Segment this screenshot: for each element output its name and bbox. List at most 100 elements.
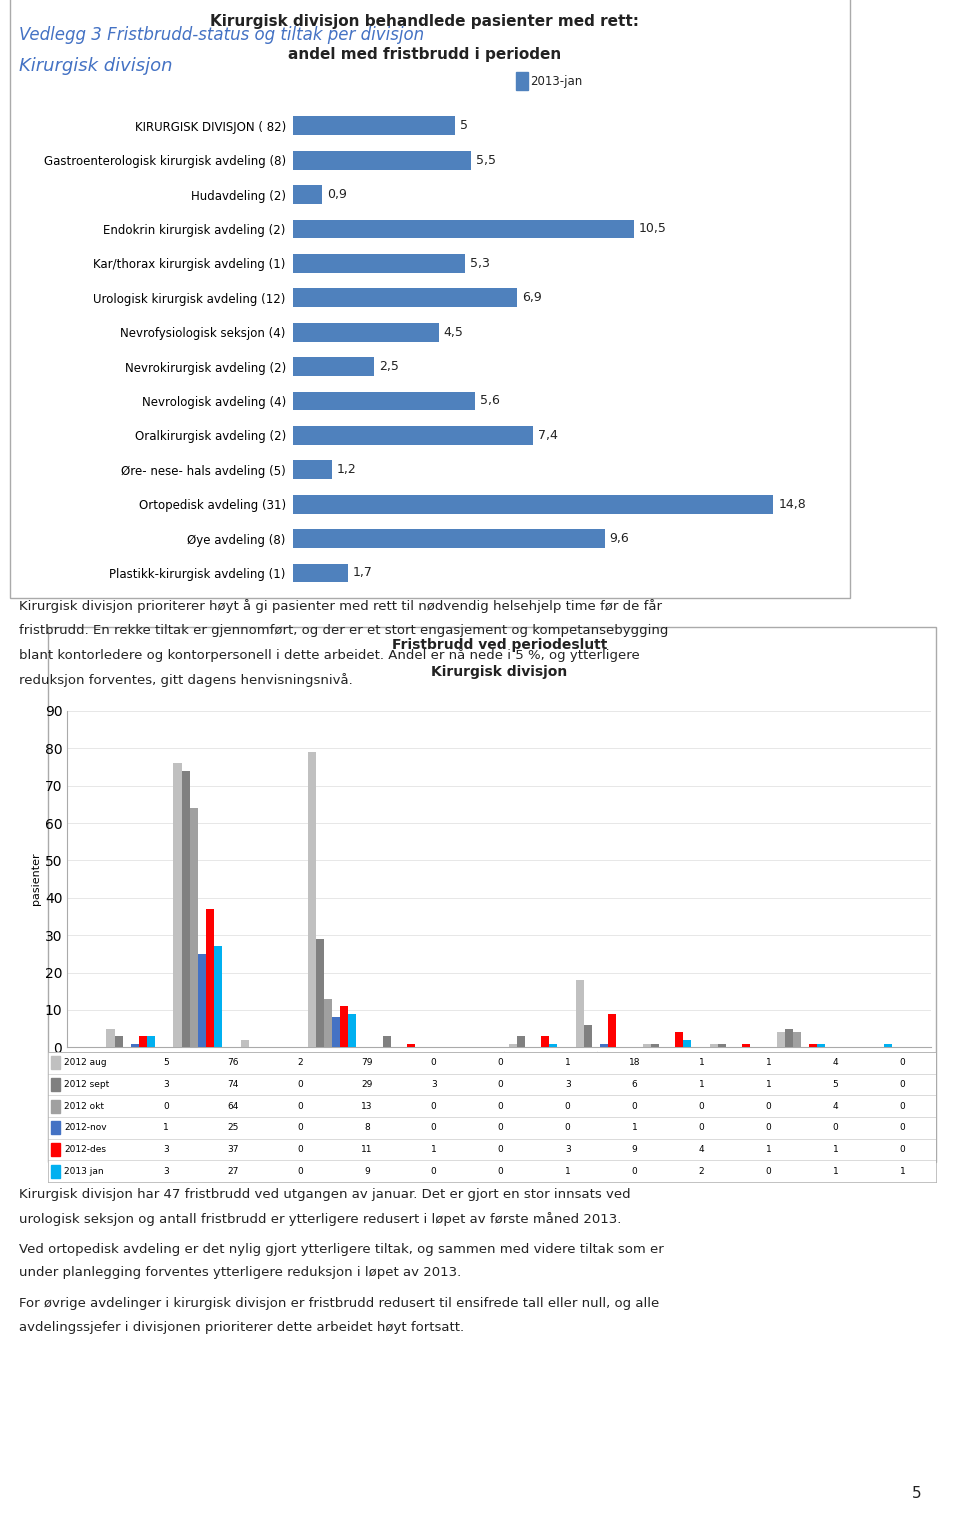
Text: Ved ortopedisk avdeling er det nylig gjort ytterligere tiltak, og sammen med vid: Ved ortopedisk avdeling er det nylig gjo… [19,1243,664,1255]
Bar [407,1044,415,1047]
Bar [540,1037,549,1047]
Text: 0,9: 0,9 [327,188,347,202]
Text: 5: 5 [832,1079,838,1089]
Text: 1: 1 [766,1079,772,1089]
Bar [642,1044,651,1047]
Text: reduksjon forventes, gitt dagens henvisningsnivå.: reduksjon forventes, gitt dagens henvisn… [19,673,353,687]
Text: 0: 0 [431,1101,437,1110]
Bar [114,1037,123,1047]
Text: 2: 2 [699,1167,705,1176]
Text: 0: 0 [900,1145,905,1154]
Bar [608,1014,615,1047]
Text: 5,6: 5,6 [479,394,499,408]
Bar [324,998,331,1047]
Text: 2012-des: 2012-des [64,1145,106,1154]
Bar [316,939,324,1047]
Text: 1: 1 [766,1145,772,1154]
Text: 1: 1 [699,1079,705,1089]
Bar [793,1032,801,1047]
Text: 0: 0 [632,1167,637,1176]
Bar [214,946,222,1047]
Bar [293,151,471,170]
Bar [293,460,332,479]
Bar [600,1044,608,1047]
Text: 0: 0 [564,1101,570,1110]
Bar [205,910,214,1047]
Text: 0: 0 [163,1101,169,1110]
Text: 0: 0 [766,1167,772,1176]
Text: 10,5: 10,5 [638,222,666,235]
Bar [293,116,455,135]
Text: 0: 0 [498,1167,504,1176]
Text: Kirurgisk divisjon: Kirurgisk divisjon [431,665,567,679]
Bar [742,1044,750,1047]
Text: For øvrige avdelinger i kirurgisk divisjon er fristbrudd redusert til ensifrede : For øvrige avdelinger i kirurgisk divisj… [19,1297,660,1310]
Bar [51,1057,60,1069]
Text: 0: 0 [900,1079,905,1089]
Bar [174,763,181,1047]
Text: 0: 0 [498,1101,504,1110]
Text: 64: 64 [228,1101,238,1110]
Bar [147,1037,155,1047]
Text: 2012 aug: 2012 aug [64,1058,107,1067]
Text: Kirurgisk divisjon prioriterer høyt å gi pasienter med rett til nødvendig helseh: Kirurgisk divisjon prioriterer høyt å gi… [19,599,662,613]
Text: andel med fristbrudd i perioden: andel med fristbrudd i perioden [288,47,562,63]
Bar [293,427,533,445]
Text: 18: 18 [629,1058,640,1067]
Text: 3: 3 [163,1079,169,1089]
Bar [584,1024,591,1047]
Text: 0: 0 [498,1079,504,1089]
Bar [509,1044,516,1047]
Bar [293,254,465,272]
Bar [576,980,584,1047]
Text: 0: 0 [832,1124,838,1133]
Y-axis label: pasienter: pasienter [31,853,40,905]
Text: 1: 1 [699,1058,705,1067]
Text: 1: 1 [832,1167,838,1176]
Text: 74: 74 [228,1079,238,1089]
Text: under planlegging forventes ytterligere reduksjon i løpet av 2013.: under planlegging forventes ytterligere … [19,1266,462,1280]
Bar [107,1029,114,1047]
Text: 0: 0 [297,1101,302,1110]
Text: urologisk seksjon og antall fristbrudd er ytterligere redusert i løpet av første: urologisk seksjon og antall fristbrudd e… [19,1211,621,1226]
Text: 13: 13 [361,1101,372,1110]
Text: 0: 0 [498,1058,504,1067]
Text: 0: 0 [766,1124,772,1133]
Bar [131,1044,138,1047]
Bar [198,954,205,1047]
Text: 2012-nov: 2012-nov [64,1124,107,1133]
Text: 1,7: 1,7 [353,566,372,579]
Text: 7,4: 7,4 [538,428,558,442]
Text: 1: 1 [632,1124,637,1133]
Text: 0: 0 [564,1124,570,1133]
Text: 0: 0 [431,1124,437,1133]
Bar [307,752,316,1047]
Text: 5,5: 5,5 [476,153,496,167]
Bar [651,1044,659,1047]
Text: 0: 0 [900,1124,905,1133]
Text: 25: 25 [228,1124,238,1133]
Bar [777,1032,784,1047]
Text: 5,3: 5,3 [469,257,490,271]
Text: Kirurgisk divisjon behandlede pasienter med rett:: Kirurgisk divisjon behandlede pasienter … [210,14,639,29]
Bar [718,1044,726,1047]
Bar [809,1044,817,1047]
Text: 0: 0 [699,1124,705,1133]
Bar [51,1144,60,1156]
Text: 1: 1 [900,1167,905,1176]
Text: 2012 okt: 2012 okt [64,1101,104,1110]
Text: 3: 3 [564,1079,570,1089]
Text: 37: 37 [228,1145,239,1154]
Text: 29: 29 [361,1079,372,1089]
Text: 0: 0 [498,1124,504,1133]
Bar [709,1044,718,1047]
Text: 6: 6 [632,1079,637,1089]
Text: Kirurgisk divisjon har 47 fristbrudd ved utgangen av januar. Det er gjort en sto: Kirurgisk divisjon har 47 fristbrudd ved… [19,1188,631,1202]
Bar [348,1014,356,1047]
Text: 0: 0 [699,1101,705,1110]
Text: 1: 1 [163,1124,169,1133]
Bar [51,1121,60,1135]
Bar [784,1029,793,1047]
Text: 5: 5 [912,1486,922,1501]
Bar [51,1078,60,1092]
